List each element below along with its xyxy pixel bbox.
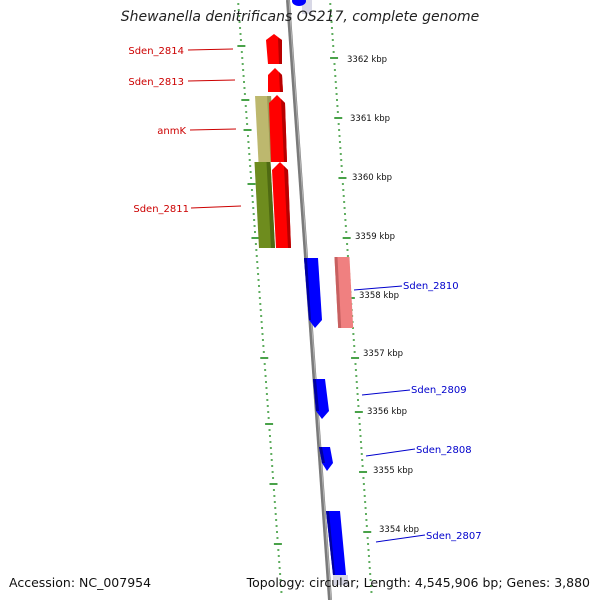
- reverse-genes: [304, 258, 348, 585]
- gene-arrow-sden2809-shade: [313, 379, 319, 411]
- gene-arrow-sden2814-shade: [278, 38, 282, 64]
- gene-label-sden2808[interactable]: Sden_2808: [416, 445, 472, 456]
- leader-sden2811: [190, 205, 242, 209]
- scale-label: 3357 kbp: [363, 349, 403, 359]
- gene-arrow-sden2808-shade: [319, 447, 325, 463]
- gene-arrow-sden2814: [266, 34, 282, 64]
- gene-arrow-sden2813-shade: [279, 72, 283, 92]
- gene-arrow-anmK-shade: [281, 99, 287, 162]
- gene-label-sden2807[interactable]: Sden_2807: [426, 531, 482, 542]
- gene-arrow-sden2807: [326, 511, 346, 575]
- leader-sden2810: [353, 285, 403, 291]
- gene-labels-reverse: Sden_2810 Sden_2809 Sden_2808 Sden_2807: [403, 281, 482, 542]
- gene-arrow-sden2811-shade: [284, 166, 291, 248]
- gene-arrow-sden2810-shade: [304, 258, 311, 320]
- leader-sden2814: [187, 48, 234, 51]
- leader-sden2813: [187, 79, 236, 82]
- scale-label: 3355 kbp: [373, 466, 413, 476]
- scale-label: 3356 kbp: [367, 407, 407, 417]
- leader-sden2808: [365, 448, 416, 457]
- inner-tick-ring: [237, 3, 283, 593]
- forward-genes: [266, 34, 291, 248]
- gene-label-sden2813[interactable]: Sden_2813: [128, 77, 184, 88]
- top-partial-gene: [292, 0, 306, 6]
- leader-sden2807: [375, 534, 426, 543]
- scale-label: 3362 kbp: [347, 55, 387, 65]
- cog-block-sden2810-shade: [334, 257, 342, 328]
- bottom-partial-gene-shadow: [333, 575, 348, 585]
- accession-text: Accession: NC_007954: [9, 575, 152, 590]
- scale-label: 3358 kbp: [359, 291, 399, 301]
- scale-label: 3361 kbp: [350, 114, 390, 124]
- gene-label-sden2810[interactable]: Sden_2810: [403, 281, 459, 292]
- gene-arrow-sden2807-shade: [326, 511, 335, 575]
- scale-labels: 3362 kbp 3361 kbp 3360 kbp 3359 kbp 3358…: [347, 55, 419, 535]
- cog-ring-reverse: [334, 257, 354, 328]
- leader-sden2809: [361, 389, 411, 396]
- cog-block-sden2811-shade: [266, 162, 275, 248]
- label-leaders: [187, 48, 426, 543]
- gene-label-sden2809[interactable]: Sden_2809: [411, 385, 467, 396]
- scale-label: 3359 kbp: [355, 232, 395, 242]
- scale-label: 3354 kbp: [379, 525, 419, 535]
- gene-label-anmK[interactable]: anmK: [157, 126, 186, 137]
- top-partial-gene-shadow: [302, 0, 312, 14]
- gene-label-sden2814[interactable]: Sden_2814: [128, 46, 184, 57]
- leader-anmK: [189, 128, 237, 131]
- scale-label: 3360 kbp: [352, 173, 392, 183]
- map-title: Shewanella denitrificans OS217, complete…: [120, 9, 480, 25]
- topology-text: Topology: circular; Length: 4,545,906 bp…: [246, 575, 590, 590]
- gene-labels-forward: Sden_2814 Sden_2813 anmK Sden_2811: [128, 46, 189, 215]
- gene-label-sden2811[interactable]: Sden_2811: [133, 204, 189, 215]
